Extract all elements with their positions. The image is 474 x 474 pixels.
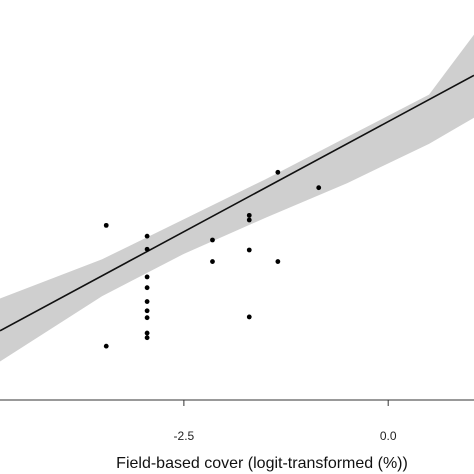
data-point <box>144 233 150 239</box>
data-point <box>246 247 252 253</box>
data-point <box>246 212 252 218</box>
x-axis: -2.5 0.0 <box>0 399 474 443</box>
regression-line <box>0 74 474 332</box>
x-tick-label: -2.5 <box>174 429 195 443</box>
data-point <box>275 169 281 175</box>
data-point <box>103 222 109 228</box>
confidence-band-layer <box>0 34 474 362</box>
data-point <box>144 246 150 252</box>
fit-line-layer <box>0 74 474 332</box>
data-point <box>144 308 150 314</box>
data-point <box>144 330 150 336</box>
data-point <box>210 237 215 243</box>
data-point <box>210 259 215 264</box>
data-point <box>275 259 281 264</box>
confidence-band <box>0 34 474 362</box>
data-point <box>144 299 150 304</box>
x-tick-label: 0.0 <box>380 429 397 443</box>
data-point <box>144 274 150 280</box>
data-point <box>316 185 322 191</box>
x-axis-title: Field-based cover (logit-transformed (%)… <box>116 455 408 472</box>
data-point <box>246 217 252 223</box>
data-point <box>144 335 150 341</box>
data-points <box>103 169 322 349</box>
data-point <box>246 314 252 320</box>
data-point <box>144 285 150 291</box>
data-point <box>144 315 150 321</box>
data-point <box>103 343 109 349</box>
